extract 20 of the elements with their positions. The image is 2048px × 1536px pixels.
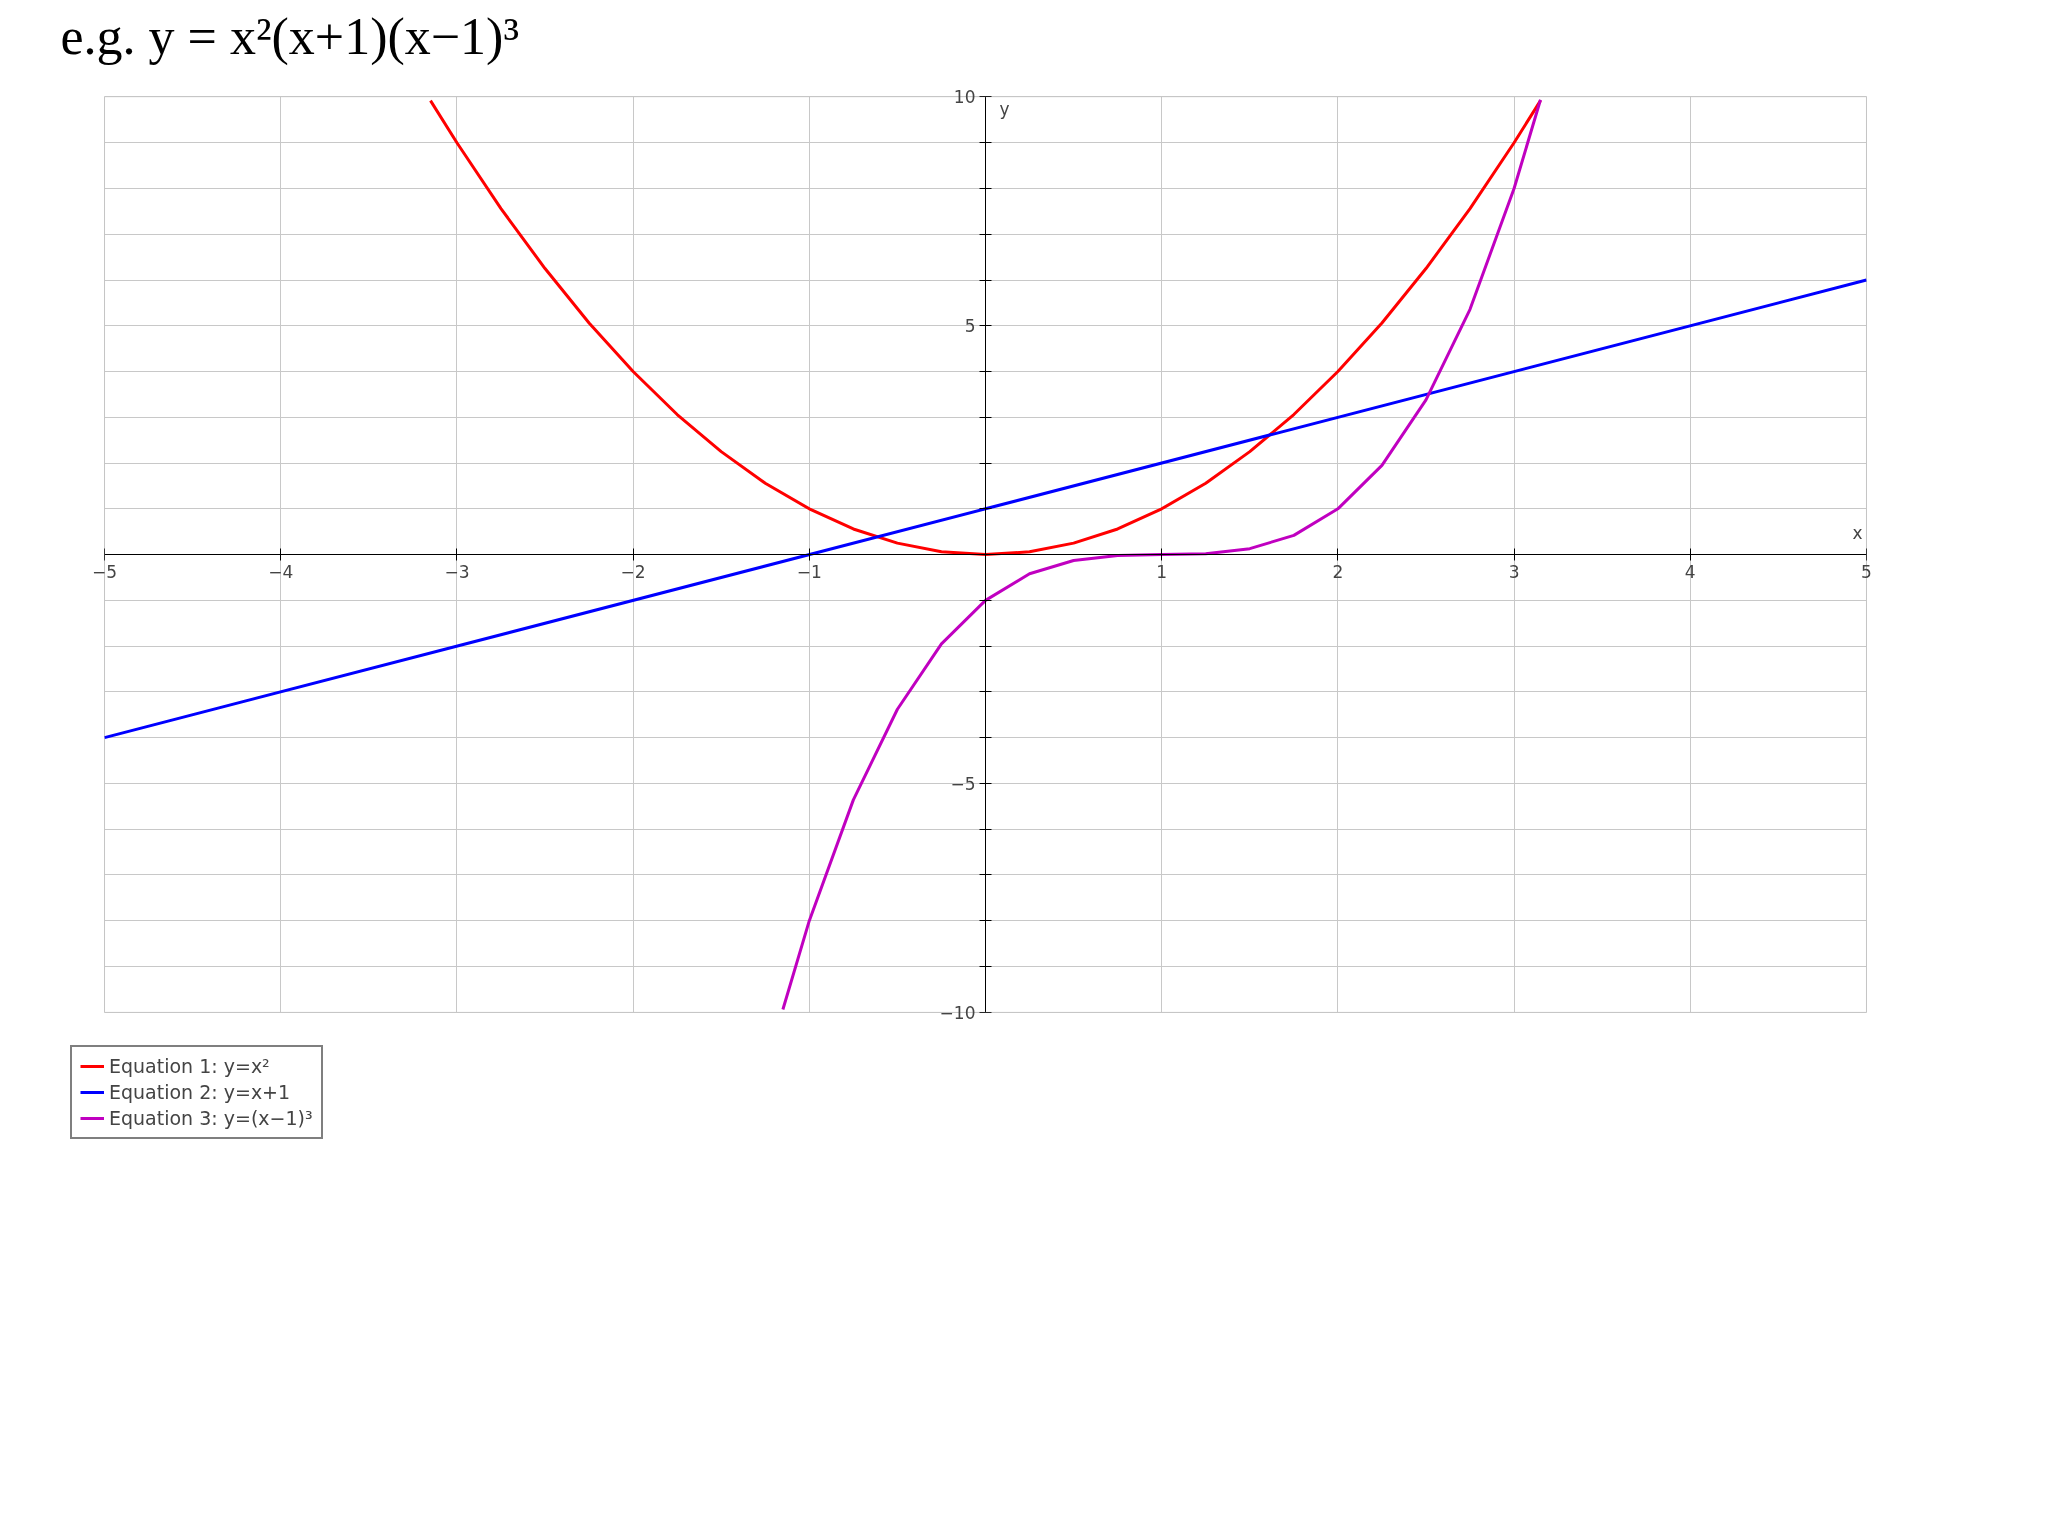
y-axis-title: y (999, 98, 1010, 119)
y-tick-label: −5 (950, 773, 976, 794)
x-axis-title: x (1852, 522, 1863, 543)
x-tick-label: 4 (1684, 561, 1696, 582)
y-tick-label: 5 (964, 316, 976, 337)
x-tick-label: −4 (268, 561, 294, 582)
y-tick-label: −10 (939, 1002, 976, 1023)
x-tick-label: 2 (1332, 561, 1344, 582)
chart-title: e.g. y = x²(x+1)(x−1)³ (60, 7, 520, 66)
x-tick-label: −3 (444, 561, 470, 582)
x-tick-label: −5 (92, 561, 118, 582)
y-tick-label: 10 (953, 87, 976, 108)
legend-label: Equation 2: y=x+1 (109, 1081, 291, 1103)
x-tick-label: 5 (1861, 561, 1872, 582)
legend-label: Equation 3: y=(x−1)³ (109, 1107, 313, 1129)
x-tick-label: 1 (1156, 561, 1168, 582)
x-tick-label: 3 (1508, 561, 1520, 582)
x-tick-label: −1 (796, 561, 822, 582)
x-tick-label: −2 (620, 561, 646, 582)
legend-label: Equation 1: y=x² (109, 1055, 270, 1077)
